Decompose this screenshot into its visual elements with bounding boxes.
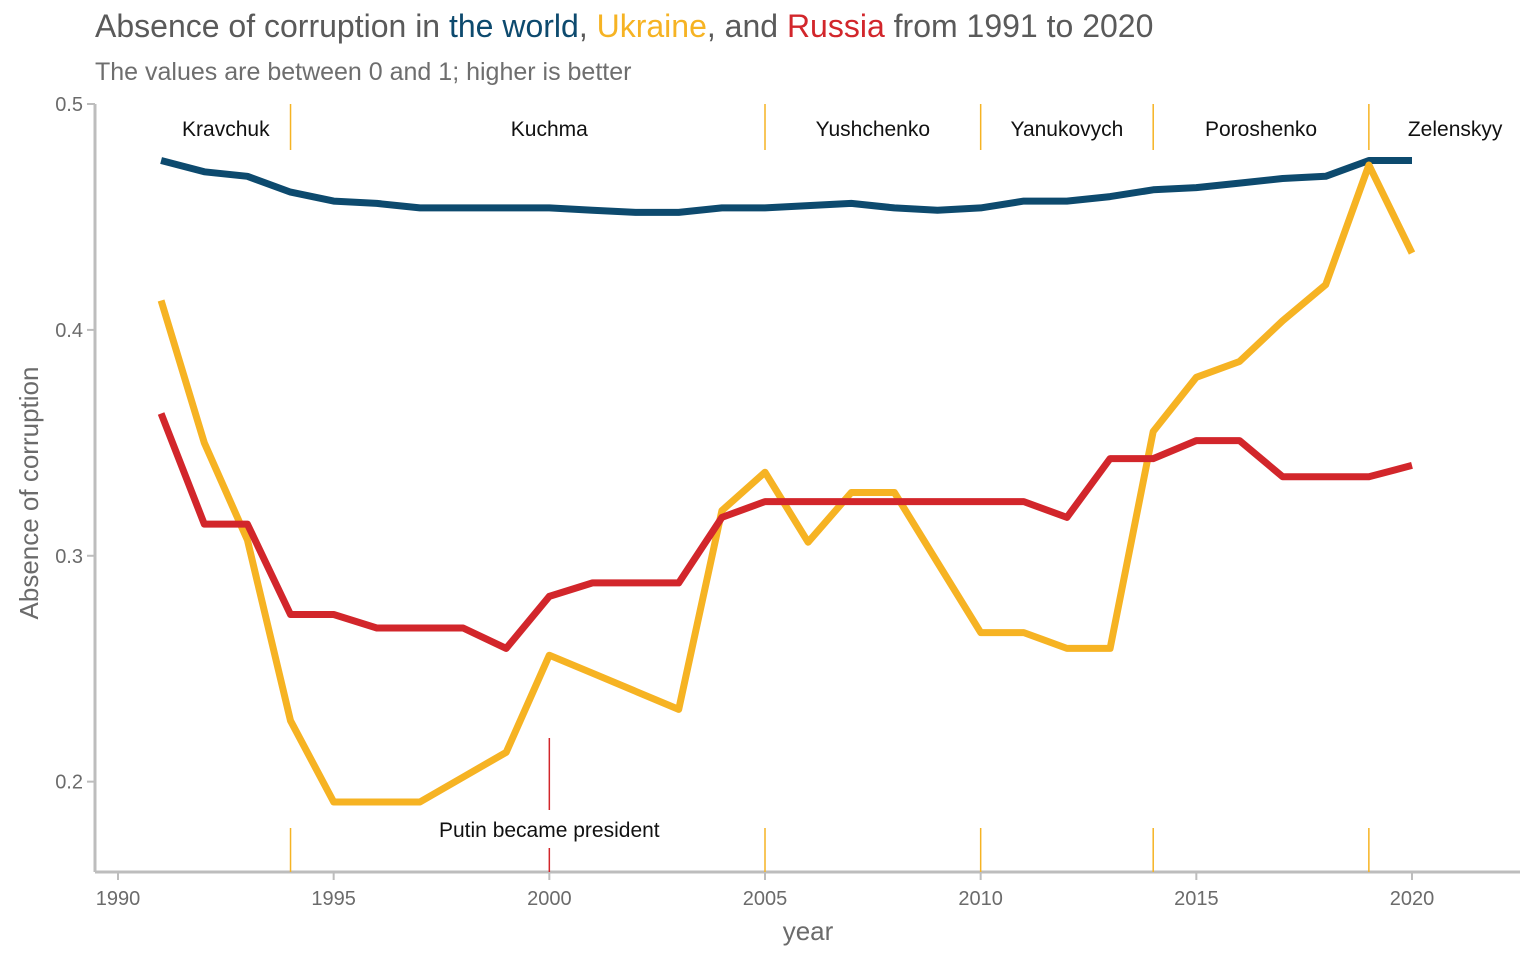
x-tick-label: 2005 bbox=[743, 888, 788, 910]
y-tick-label: 0.2 bbox=[55, 772, 83, 794]
title-russia: Russia bbox=[786, 8, 885, 44]
title-ukraine: Ukraine bbox=[596, 8, 707, 44]
title-part1: Absence of corruption in bbox=[95, 8, 449, 44]
chart-title: Absence of corruption in the world, Ukra… bbox=[95, 8, 1153, 45]
y-tick-label: 0.5 bbox=[55, 94, 83, 116]
x-axis-title: year bbox=[783, 916, 834, 946]
y-axis-title: Absence of corruption bbox=[14, 367, 44, 620]
putin-label: Putin became president bbox=[439, 819, 660, 842]
chart-subtitle: The values are between 0 and 1; higher i… bbox=[95, 58, 632, 86]
president-label: Kravchuk bbox=[182, 118, 270, 141]
series-line-world bbox=[160, 157, 1412, 216]
president-label: Yanukovych bbox=[1011, 118, 1124, 141]
x-tick-label: 2010 bbox=[958, 888, 1003, 910]
annotations: Kravchuk Kuchma Yushchenko Yanukovych Porosh… bbox=[182, 118, 1503, 872]
president-label: Poroshenko bbox=[1205, 118, 1317, 141]
series-line-ukraine bbox=[157, 161, 1416, 806]
series-line-russia bbox=[157, 412, 1413, 652]
president-transitions bbox=[289, 104, 1370, 872]
president-label: Kuchma bbox=[511, 118, 588, 141]
title-sep2: , and bbox=[706, 8, 787, 44]
title-part2: from 1991 to 2020 bbox=[884, 8, 1154, 44]
x-tick-label: 2020 bbox=[1390, 888, 1435, 910]
axes: 0.2 0.3 0.4 0.5 1990 1995 2000 2005 2010 2015 2020… bbox=[14, 94, 1520, 946]
title-world: the world bbox=[448, 8, 579, 44]
president-label: Zelenskyy bbox=[1408, 118, 1503, 141]
president-label: Yushchenko bbox=[816, 118, 930, 141]
y-tick-label: 0.3 bbox=[55, 546, 83, 568]
series-lines bbox=[157, 157, 1416, 806]
title-sep1: , bbox=[578, 8, 597, 44]
y-tick-label: 0.4 bbox=[55, 320, 83, 342]
x-tick-label: 2015 bbox=[1174, 888, 1219, 910]
x-tick-label: 1995 bbox=[311, 888, 356, 910]
x-tick-label: 2000 bbox=[527, 888, 572, 910]
x-tick-label: 1990 bbox=[96, 888, 141, 910]
